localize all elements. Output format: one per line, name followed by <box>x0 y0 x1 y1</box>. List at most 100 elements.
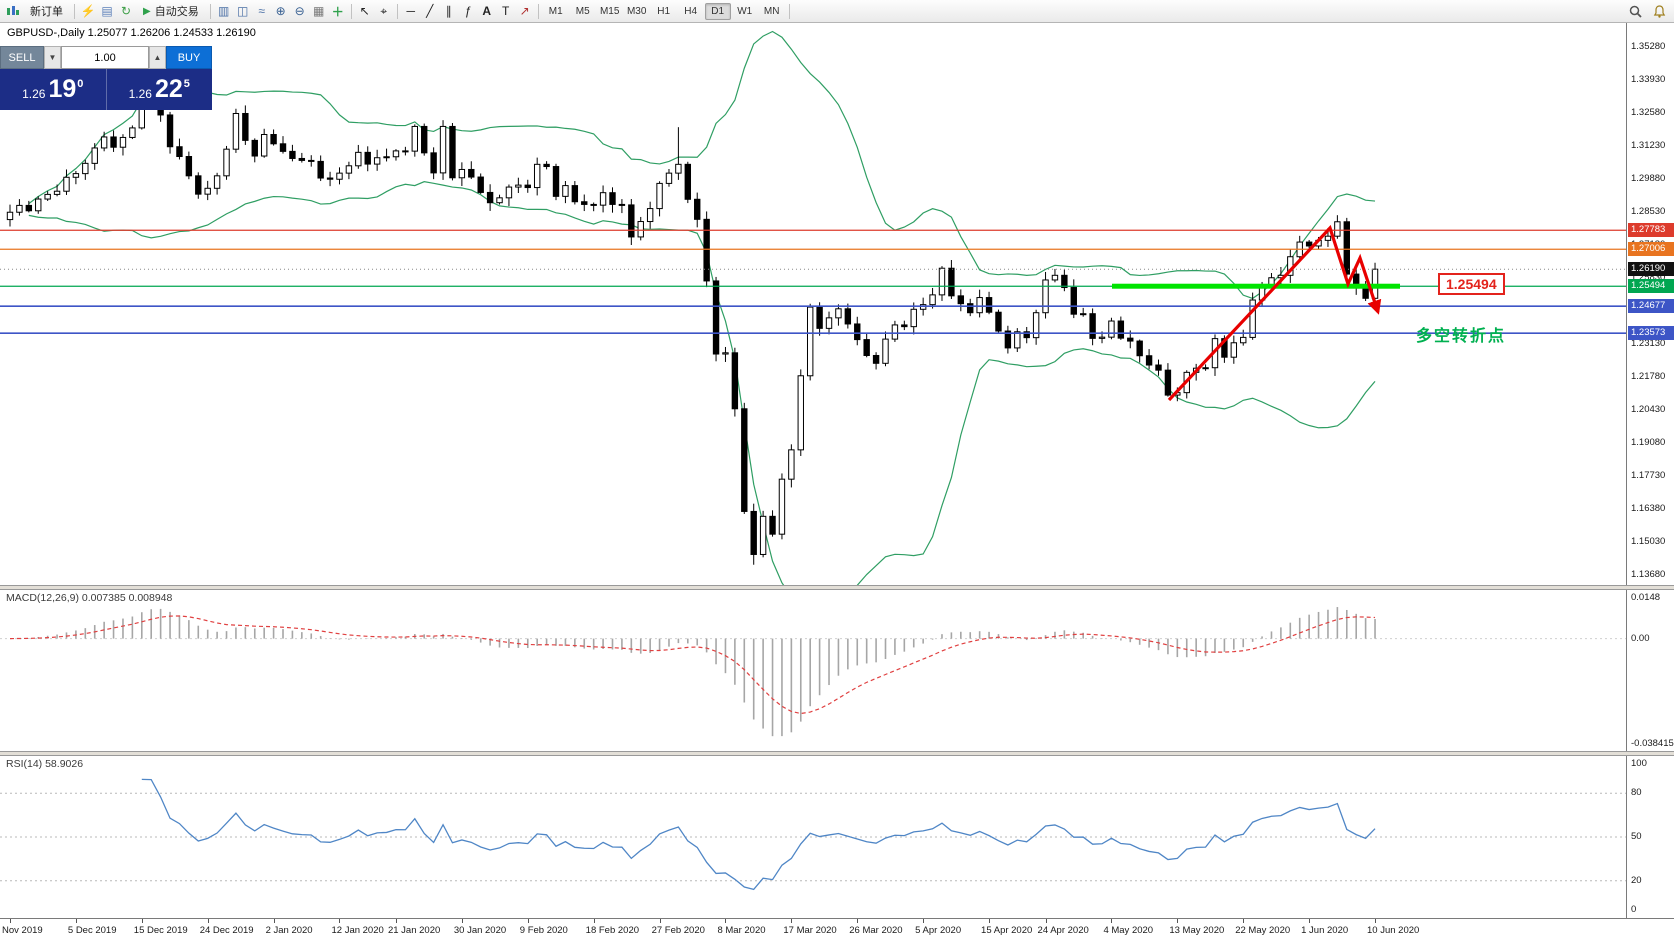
time-tick <box>725 919 727 923</box>
time-tick <box>339 919 341 923</box>
time-label: 9 Feb 2020 <box>519 925 568 936</box>
axis-tick: 1.29880 <box>1631 173 1666 184</box>
search-icon[interactable] <box>1626 2 1644 20</box>
timeframe-button-M30[interactable]: M30 <box>626 5 647 17</box>
fibonacci-tool-icon[interactable]: ƒ <box>464 4 472 18</box>
time-tick <box>1309 919 1311 923</box>
volume-increase-button[interactable]: ▲ <box>149 46 166 69</box>
axis-tick: 1.35280 <box>1631 41 1666 52</box>
line-chart-icon[interactable]: ≈ <box>258 4 265 18</box>
trend-arrow[interactable] <box>1167 224 1382 402</box>
time-tick <box>923 919 925 923</box>
panel-separator[interactable] <box>0 751 1674 756</box>
buy-price-big: 22 <box>154 75 183 103</box>
toolbar-separator <box>74 3 75 19</box>
time-label: 5 Apr 2020 <box>915 925 962 936</box>
buy-price-sup: 5 <box>183 77 190 90</box>
timeframe-button-M5[interactable]: M5 <box>575 5 590 17</box>
hline-tool-icon[interactable]: ─ <box>406 4 415 18</box>
volume-decrease-button[interactable]: ▼ <box>44 46 61 69</box>
volume-input[interactable] <box>61 46 149 69</box>
candles-layer <box>6 50 1379 565</box>
candle-chart-icon[interactable]: ◫ <box>237 4 249 18</box>
buy-price-button[interactable]: 1.26 22 5 <box>105 69 213 110</box>
time-tick <box>207 919 209 923</box>
price-axis-box: 1.27006 <box>1628 242 1674 257</box>
sell-price-big: 19 <box>48 75 77 103</box>
new-chart-icon[interactable] <box>4 2 22 20</box>
timeframe-button-M1[interactable]: M1 <box>548 5 563 17</box>
grid-icon[interactable]: ▦ <box>313 4 325 18</box>
label-tool-icon[interactable]: T <box>502 4 510 18</box>
axis-tick: 0 <box>1631 904 1637 915</box>
autotrading-label: 自动交易 <box>154 6 199 18</box>
trendline-tool-icon[interactable]: ╱ <box>426 4 434 18</box>
time-axis: Nov 2019 5 Dec 2019 15 Dec 2019 24 Dec 2019… <box>0 918 1674 941</box>
buy-button[interactable]: BUY <box>166 46 212 69</box>
timeframe-button-H1[interactable]: H1 <box>657 5 671 17</box>
arrow-tool-icon[interactable]: ↗ <box>519 4 530 18</box>
time-label: 15 Apr 2020 <box>981 925 1033 936</box>
axis-tick: 50 <box>1631 831 1642 842</box>
toolbar-separator <box>350 3 352 19</box>
time-label: 1 Jun 2020 <box>1301 925 1349 936</box>
macd-histogram <box>18 607 1376 737</box>
zoom-out-icon[interactable]: ⊖ <box>294 4 305 18</box>
axis-tick: 0.00 <box>1631 632 1650 644</box>
layouts-icon[interactable]: ▤ <box>101 4 113 18</box>
axis-tick: 1.19080 <box>1631 437 1666 448</box>
rsi-panel-canvas[interactable] <box>0 756 1674 918</box>
time-label: 5 Dec 2019 <box>67 925 117 936</box>
indicators-icon[interactable]: ＋ <box>331 4 344 19</box>
crosshair-icon[interactable]: ⌖ <box>380 3 388 18</box>
time-tick <box>141 919 143 923</box>
time-label: 12 Jan 2020 <box>331 925 384 936</box>
axis-tick: -0.038415 <box>1631 738 1674 749</box>
bar-chart-icon[interactable]: ▥ <box>218 4 230 18</box>
toolbar-separator <box>396 3 398 19</box>
macd-indicator-label: MACD(12,26,9) 0.007385 0.008948 <box>6 592 173 604</box>
time-label: 30 Jan 2020 <box>453 925 507 936</box>
axis-tick: 1.25830 <box>1631 272 1666 283</box>
buy-price-base: 1.26 <box>128 86 152 101</box>
timeframe-button-H4[interactable]: H4 <box>684 5 698 17</box>
price-axis-box: 1.25494 <box>1628 279 1674 294</box>
pivot-annotation-text[interactable]: 多空转折点 <box>1416 328 1507 345</box>
sell-price-button[interactable]: 1.26 19 0 <box>0 69 106 110</box>
zoom-in-icon[interactable]: ⊕ <box>275 4 286 18</box>
axis-tick: 1.17730 <box>1631 470 1666 481</box>
time-tick <box>273 919 275 923</box>
text-tool-icon[interactable]: A <box>482 4 492 18</box>
time-label: 13 May 2020 <box>1169 925 1225 936</box>
toolbar-separator <box>537 3 539 19</box>
alert-icon[interactable] <box>1650 2 1668 20</box>
time-label: 2 Jan 2020 <box>265 925 313 936</box>
main-chart-canvas[interactable] <box>0 23 1674 586</box>
price-level-callout[interactable]: 1.25494 <box>1438 273 1505 295</box>
timeframe-toolbar: M1 M5 M15 M30 H1 H4 D1 W1 MN <box>543 2 785 20</box>
toolbar-separator <box>788 3 790 19</box>
axis-tick: 20 <box>1631 874 1642 886</box>
channel-tool-icon[interactable]: ∥ <box>445 4 452 18</box>
autotrading-button[interactable]: ▶ 自动交易 <box>136 1 206 21</box>
timeframe-button-D1[interactable]: D1 <box>704 2 731 20</box>
timeframe-button-W1[interactable]: W1 <box>737 5 753 17</box>
cursor-icon[interactable]: ↖ <box>359 4 370 18</box>
timeframe-button-M15[interactable]: M15 <box>599 5 620 17</box>
timeframe-button-MN[interactable]: MN <box>763 5 780 17</box>
axis-tick: 1.31230 <box>1631 140 1666 151</box>
refresh-icon[interactable]: ↻ <box>120 4 132 18</box>
sell-button[interactable]: SELL <box>0 46 44 69</box>
axis-tick: 1.33930 <box>1631 74 1666 85</box>
support-highlight-line[interactable] <box>1112 283 1400 289</box>
time-label: 24 Apr 2020 <box>1037 925 1089 936</box>
lightning-icon[interactable]: ⚡ <box>80 4 96 18</box>
axis-tick: 1.13680 <box>1631 569 1666 580</box>
rsi-indicator-label: RSI(14) 58.9026 <box>6 758 84 770</box>
axis-tick: 1.20430 <box>1631 404 1666 415</box>
panel-separator[interactable] <box>0 585 1674 590</box>
time-label: Nov 2019 <box>2 925 43 936</box>
new-order-button[interactable]: 新订单 <box>23 1 70 21</box>
macd-panel-canvas[interactable] <box>0 590 1674 752</box>
